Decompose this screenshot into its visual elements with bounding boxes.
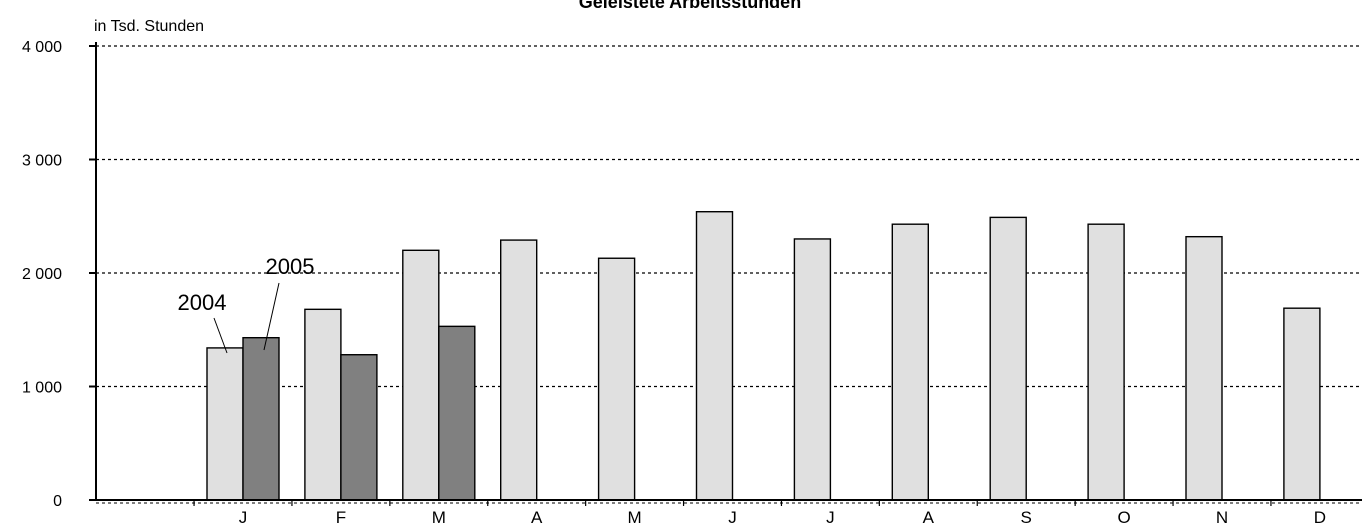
bar-2004-6	[793, 238, 832, 501]
series-label-2005: 2005	[266, 254, 315, 279]
x-tick-label-6: J	[826, 508, 835, 526]
bar-2004-11	[1283, 307, 1321, 501]
bar-2004-1	[304, 308, 342, 501]
bar-2004-4	[597, 257, 636, 501]
y-tick-label-0: 0	[53, 493, 62, 510]
y-tick-label-4: 4 000	[22, 39, 62, 56]
series-leader-2004	[213, 317, 228, 354]
x-tick-label-3: A	[531, 508, 543, 526]
axes	[89, 42, 1362, 506]
chart-title: Geleistete Arbeitsstunden	[579, 0, 801, 12]
y-tick-label-3: 3 000	[22, 153, 62, 170]
x-tick-label-10: N	[1216, 508, 1228, 526]
bar-2004-0	[206, 347, 244, 501]
x-tick-label-8: S	[1021, 508, 1032, 526]
bar-2005-2	[438, 325, 476, 501]
bar-2005-1	[340, 354, 378, 501]
bar-2004-5	[695, 211, 734, 501]
bar-2005-0	[242, 336, 280, 501]
x-tick-label-1: F	[336, 508, 346, 526]
series-labels: 2004 2005	[178, 254, 315, 354]
bar-2004-9	[1087, 223, 1125, 501]
x-tick-label-4: M	[628, 508, 642, 526]
bar-2004-8	[989, 216, 1027, 501]
series-leader-2005	[263, 282, 280, 351]
x-tick-label-0: J	[239, 508, 248, 526]
x-tick-label-9: O	[1117, 508, 1130, 526]
y-tick-label-1: 1 000	[22, 380, 62, 397]
x-tick-label-5: J	[728, 508, 737, 526]
bar-2004-3	[500, 239, 538, 501]
bar-2004-2	[402, 249, 440, 501]
y-tick-labels: 0 1 000 2 000 3 000 4 000	[22, 39, 62, 510]
x-tick-label-2: M	[432, 508, 446, 526]
series-label-2004: 2004	[178, 290, 227, 315]
x-tick-label-7: A	[923, 508, 935, 526]
bars	[206, 211, 1321, 501]
x-tick-label-11: D	[1314, 508, 1326, 526]
bar-2004-10	[1185, 235, 1223, 501]
y-unit-label: in Tsd. Stunden	[94, 18, 204, 35]
bar-2004-7	[891, 223, 929, 501]
y-tick-label-2: 2 000	[22, 266, 62, 283]
